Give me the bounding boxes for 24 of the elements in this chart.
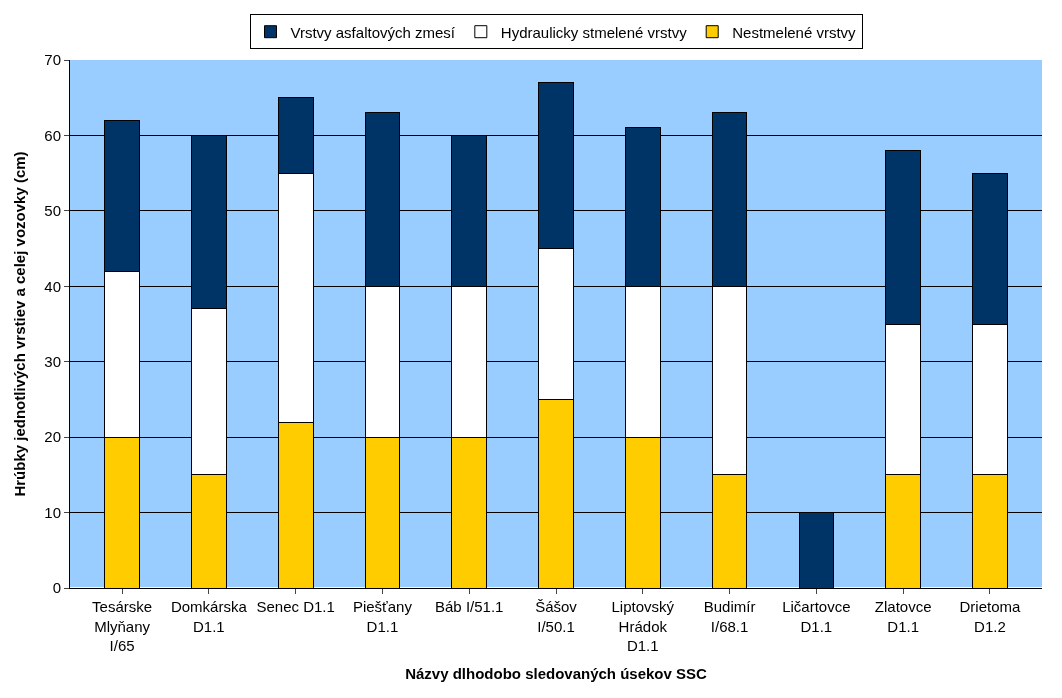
y-tick-label: 0 [52, 579, 61, 597]
x-tick-label: Tesárske Mlyňany I/65 [92, 598, 153, 654]
y-axis-title: Hrúbky jednotlivých vrstiev a celej vozovky (cm) [10, 151, 28, 497]
x-tick-label: Budimír I/68.1 [703, 598, 756, 635]
y-tick-label: 50 [44, 202, 61, 220]
y-tick-label: 30 [44, 352, 61, 370]
y-tick-label: 40 [44, 277, 61, 295]
y-tick-label: 20 [44, 428, 61, 446]
x-tick-label: Zlatovce D1.1 [874, 598, 932, 635]
x-tick-label: Domkárska D1.1 [170, 598, 248, 635]
x-axis-title: Názvy dlhodobo sledovaných úsekov SSC [405, 665, 708, 682]
x-tick-label: Senec D1.1 [256, 598, 335, 615]
x-tick-label: Liptovský Hrádok D1.1 [611, 598, 675, 654]
x-tick-label: Báb I/51.1 [435, 598, 504, 615]
legend-label: Nestmelené vrstvy [732, 23, 857, 41]
y-tick-label: 70 [44, 51, 61, 69]
x-tick-label: Ličartovce D1.1 [782, 598, 851, 635]
legend-label: Vrstvy asfaltových zmesí [290, 23, 456, 41]
x-tick-label: Drietoma D1.2 [959, 598, 1022, 635]
y-tick-label: 60 [44, 126, 61, 144]
y-tick-label: 10 [44, 503, 61, 521]
x-tick-label: Piešťany D1.1 [352, 598, 413, 635]
legend-label: Hydraulicky stmelené vrstvy [500, 23, 688, 41]
x-tick-label: Šášov I/50.1 [535, 598, 578, 635]
